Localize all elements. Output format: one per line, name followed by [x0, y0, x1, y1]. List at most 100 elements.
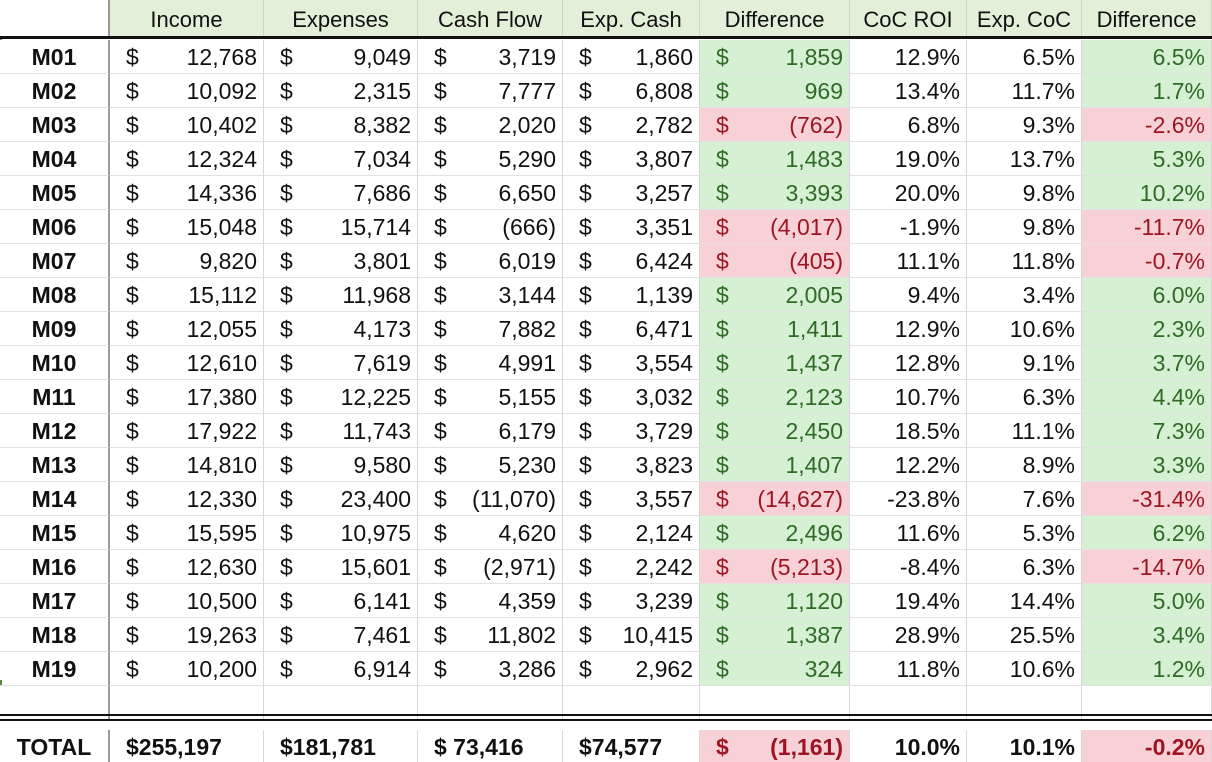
exp-coc-cell[interactable]: 3.4%	[967, 278, 1082, 312]
expenses-cell[interactable]: $7,461	[264, 618, 418, 652]
exp-coc-cell[interactable]: 10.6%	[967, 652, 1082, 686]
difference-cell[interactable]: $ (5,213)	[700, 550, 850, 584]
difference-cell[interactable]: $2,450	[700, 414, 850, 448]
exp-coc-cell[interactable]: 10.6%	[967, 312, 1082, 346]
cash-flow-cell[interactable]: $2,020	[418, 108, 563, 142]
row-label[interactable]: M09	[0, 312, 110, 346]
total-exp-cash-cell[interactable]: $74,577	[563, 730, 700, 762]
income-cell[interactable]: $12,630	[110, 550, 264, 584]
empty-cell[interactable]	[967, 686, 1082, 720]
pct-difference-cell[interactable]: -0.7%	[1082, 244, 1212, 278]
exp-cash-cell[interactable]: $6,471	[563, 312, 700, 346]
income-cell[interactable]: $10,200	[110, 652, 264, 686]
cash-flow-cell[interactable]: $4,359	[418, 584, 563, 618]
exp-cash-cell[interactable]: $10,415	[563, 618, 700, 652]
pct-difference-cell[interactable]: -31.4%	[1082, 482, 1212, 516]
exp-cash-cell[interactable]: $3,351	[563, 210, 700, 244]
total-income-cell[interactable]: $255,197	[110, 730, 264, 762]
cash-flow-cell[interactable]: $5,290	[418, 142, 563, 176]
difference-cell[interactable]: $1,407	[700, 448, 850, 482]
cash-flow-cell[interactable]: $7,777	[418, 74, 563, 108]
pct-difference-cell[interactable]: 3.3%	[1082, 448, 1212, 482]
exp-cash-cell[interactable]: $3,032	[563, 380, 700, 414]
difference-cell[interactable]: $324	[700, 652, 850, 686]
cash-flow-cell[interactable]: $ (666)	[418, 210, 563, 244]
row-label[interactable]: M02	[0, 74, 110, 108]
exp-cash-cell[interactable]: $2,124	[563, 516, 700, 550]
cash-flow-cell[interactable]: $ (2,971)	[418, 550, 563, 584]
coc-roi-cell[interactable]: 12.2%	[850, 448, 967, 482]
exp-cash-cell[interactable]: $3,239	[563, 584, 700, 618]
expenses-cell[interactable]: $10,975	[264, 516, 418, 550]
expenses-cell[interactable]: $7,034	[264, 142, 418, 176]
coc-roi-cell[interactable]: 13.4%	[850, 74, 967, 108]
income-cell[interactable]: $9,820	[110, 244, 264, 278]
row-label[interactable]: M06	[0, 210, 110, 244]
pct-difference-cell[interactable]: 1.7%	[1082, 74, 1212, 108]
income-cell[interactable]: $10,402	[110, 108, 264, 142]
pct-difference-cell[interactable]: 2.3%	[1082, 312, 1212, 346]
coc-roi-cell[interactable]: 12.8%	[850, 346, 967, 380]
difference-cell[interactable]: $2,005	[700, 278, 850, 312]
income-cell[interactable]: $10,092	[110, 74, 264, 108]
difference-cell[interactable]: $3,393	[700, 176, 850, 210]
exp-cash-cell[interactable]: $2,962	[563, 652, 700, 686]
corner-cell[interactable]	[0, 0, 110, 36]
exp-cash-cell[interactable]: $3,729	[563, 414, 700, 448]
exp-coc-cell[interactable]: 9.3%	[967, 108, 1082, 142]
income-cell[interactable]: $17,922	[110, 414, 264, 448]
total-label[interactable]: TOTAL	[0, 730, 110, 762]
column-header[interactable]: Exp. Cash	[563, 0, 700, 36]
cash-flow-cell[interactable]: $3,144	[418, 278, 563, 312]
empty-cell[interactable]	[110, 686, 264, 720]
column-header[interactable]: Difference	[700, 0, 850, 36]
exp-cash-cell[interactable]: $6,808	[563, 74, 700, 108]
empty-cell[interactable]	[264, 686, 418, 720]
total-coc-roi-cell[interactable]: 10.0%	[850, 730, 967, 762]
empty-cell[interactable]	[0, 686, 110, 720]
pct-difference-cell[interactable]: 6.5%	[1082, 40, 1212, 74]
income-cell[interactable]: $10,500	[110, 584, 264, 618]
exp-cash-cell[interactable]: $6,424	[563, 244, 700, 278]
row-label[interactable]: M01	[0, 40, 110, 74]
expenses-cell[interactable]: $7,686	[264, 176, 418, 210]
cash-flow-cell[interactable]: $3,719	[418, 40, 563, 74]
coc-roi-cell[interactable]: 6.8%	[850, 108, 967, 142]
exp-coc-cell[interactable]: 9.8%	[967, 210, 1082, 244]
cash-flow-cell[interactable]: $6,650	[418, 176, 563, 210]
total-pct-difference-cell[interactable]: -0.2%	[1082, 730, 1212, 762]
difference-cell[interactable]: $1,120	[700, 584, 850, 618]
coc-roi-cell[interactable]: 19.0%	[850, 142, 967, 176]
cash-flow-cell[interactable]: $6,179	[418, 414, 563, 448]
exp-cash-cell[interactable]: $2,242	[563, 550, 700, 584]
coc-roi-cell[interactable]: 11.1%	[850, 244, 967, 278]
coc-roi-cell[interactable]: 12.9%	[850, 312, 967, 346]
expenses-cell[interactable]: $8,382	[264, 108, 418, 142]
row-label[interactable]: M12	[0, 414, 110, 448]
pct-difference-cell[interactable]: 5.3%	[1082, 142, 1212, 176]
exp-cash-cell[interactable]: $3,807	[563, 142, 700, 176]
exp-cash-cell[interactable]: $3,554	[563, 346, 700, 380]
income-cell[interactable]: $12,610	[110, 346, 264, 380]
empty-cell[interactable]	[700, 686, 850, 720]
cash-flow-cell[interactable]: $6,019	[418, 244, 563, 278]
coc-roi-cell[interactable]: 28.9%	[850, 618, 967, 652]
column-header[interactable]: Income	[110, 0, 264, 36]
expenses-cell[interactable]: $2,315	[264, 74, 418, 108]
income-cell[interactable]: $12,324	[110, 142, 264, 176]
income-cell[interactable]: $12,768	[110, 40, 264, 74]
exp-coc-cell[interactable]: 14.4%	[967, 584, 1082, 618]
row-label[interactable]: M11	[0, 380, 110, 414]
total-exp-coc-cell[interactable]: 10.1%	[967, 730, 1082, 762]
coc-roi-cell[interactable]: 19.4%	[850, 584, 967, 618]
expenses-cell[interactable]: $3,801	[264, 244, 418, 278]
row-label[interactable]: M07	[0, 244, 110, 278]
exp-coc-cell[interactable]: 9.8%	[967, 176, 1082, 210]
coc-roi-cell[interactable]: 11.6%	[850, 516, 967, 550]
exp-coc-cell[interactable]: 11.8%	[967, 244, 1082, 278]
empty-cell[interactable]	[563, 686, 700, 720]
exp-coc-cell[interactable]: 11.7%	[967, 74, 1082, 108]
expenses-cell[interactable]: $15,714	[264, 210, 418, 244]
exp-cash-cell[interactable]: $2,782	[563, 108, 700, 142]
exp-cash-cell[interactable]: $1,860	[563, 40, 700, 74]
